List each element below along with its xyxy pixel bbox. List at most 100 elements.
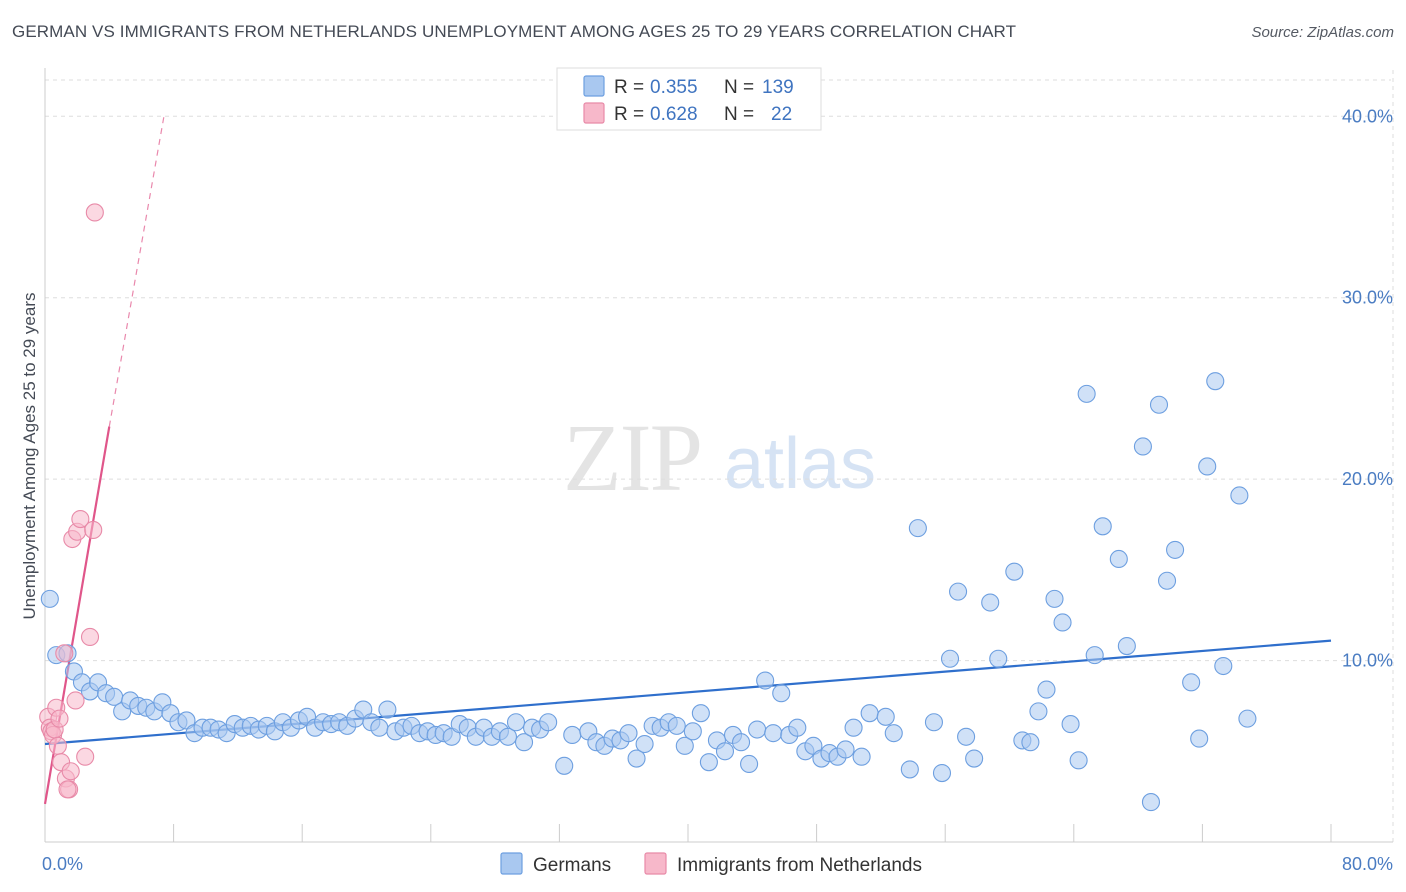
point-germans: [1133, 437, 1152, 456]
point-germans: [1190, 729, 1209, 748]
point-germans: [1021, 733, 1040, 752]
point-germans: [1198, 457, 1217, 476]
point-germans: [715, 742, 735, 761]
point-germans: [1109, 549, 1128, 569]
point-germans: [844, 718, 863, 737]
point-germans: [756, 671, 775, 690]
y-tick-label: 30.0%: [1342, 288, 1393, 308]
point-germans: [1141, 793, 1161, 812]
bottom-legend-swatch-germans: [500, 852, 523, 875]
point-germans: [177, 711, 196, 730]
point-netherlands: [85, 203, 104, 222]
point-germans: [949, 582, 968, 601]
point-germans: [940, 649, 960, 668]
point-germans: [1238, 709, 1257, 728]
point-netherlands: [76, 747, 95, 766]
point-germans: [884, 724, 903, 743]
legend-swatch-germans: [583, 75, 605, 97]
point-germans: [1166, 540, 1185, 559]
point-germans: [1230, 486, 1249, 505]
point-netherlands: [80, 627, 100, 647]
point-germans: [1069, 751, 1088, 770]
tick-labels: 10.0% 20.0% 30.0% 40.0% 0.0% 80.0%: [42, 106, 1393, 874]
point-germans: [965, 749, 984, 768]
legend-n-label-germans: N =: [724, 77, 754, 98]
point-germans: [514, 733, 534, 752]
point-germans: [1061, 715, 1080, 734]
point-germans: [1077, 384, 1096, 403]
data-points: [39, 203, 1257, 812]
point-germans: [1157, 571, 1177, 590]
point-germans: [1053, 613, 1072, 632]
y-tick-label: 20.0%: [1342, 469, 1393, 489]
point-germans: [627, 749, 646, 768]
point-germans: [378, 700, 397, 719]
point-germans: [852, 747, 871, 766]
point-netherlands: [55, 644, 74, 663]
point-germans: [691, 704, 710, 723]
point-germans: [1085, 646, 1104, 665]
legend-r-value-germans: 0.355: [650, 77, 698, 98]
grid-lines: [45, 70, 1394, 842]
legend-n-value-germans: 139: [762, 77, 794, 98]
point-germans: [1029, 702, 1048, 721]
point-netherlands: [48, 736, 67, 755]
point-germans: [900, 760, 919, 779]
point-germans: [1037, 680, 1056, 699]
watermark-zip: ZIP: [563, 404, 701, 511]
point-netherlands: [50, 709, 69, 728]
bottom-legend-label-germans: Germans: [533, 855, 611, 876]
point-germans: [354, 700, 373, 719]
y-tick-label: 10.0%: [1342, 651, 1393, 671]
point-germans: [498, 727, 518, 746]
point-germans: [981, 593, 1000, 612]
y-tick-label: 40.0%: [1342, 106, 1393, 126]
series-legend: Germans Immigrants from Netherlands: [500, 852, 922, 876]
source-credit: Source: ZipAtlas.com: [1251, 24, 1394, 41]
point-germans: [619, 724, 638, 743]
legend-r-value-netherlands: 0.628: [650, 104, 698, 125]
point-germans: [1214, 656, 1233, 676]
point-germans: [1149, 395, 1169, 414]
x-tick-label-start: 0.0%: [42, 854, 83, 874]
point-germans: [836, 740, 855, 759]
point-netherlands: [84, 520, 103, 539]
point-germans: [772, 684, 791, 703]
point-germans: [1093, 517, 1112, 536]
legend-r-label-netherlands: R =: [614, 104, 644, 125]
point-germans: [1045, 589, 1064, 608]
point-germans: [1005, 562, 1024, 581]
legend-n-value-netherlands: 22: [771, 104, 792, 125]
point-netherlands: [61, 762, 80, 781]
legend-swatch-netherlands: [583, 102, 605, 124]
y-axis-label: Unemployment Among Ages 25 to 29 years: [20, 293, 39, 620]
bottom-legend-label-netherlands: Immigrants from Netherlands: [677, 855, 922, 876]
point-germans: [748, 720, 767, 739]
point-germans: [539, 713, 558, 732]
point-germans: [699, 753, 718, 772]
point-germans: [740, 754, 759, 774]
point-germans: [932, 764, 952, 783]
point-germans: [1182, 673, 1201, 692]
point-germans: [731, 733, 751, 752]
point-germans: [804, 736, 823, 755]
point-germans: [563, 725, 582, 745]
legend-n-label-netherlands: N =: [724, 104, 754, 125]
point-germans: [442, 727, 461, 746]
point-germans: [675, 736, 694, 755]
x-tick-label-end: 80.0%: [1342, 854, 1393, 874]
point-netherlands: [71, 510, 90, 529]
point-germans: [924, 713, 943, 732]
point-germans: [667, 716, 686, 735]
point-netherlands: [66, 691, 85, 710]
point-germans: [788, 718, 807, 737]
point-germans: [860, 704, 879, 723]
point-germans: [40, 589, 59, 608]
point-germans: [1117, 637, 1136, 656]
legend-r-label-germans: R =: [614, 77, 644, 98]
point-germans: [635, 734, 654, 754]
trend-line-netherlands-extension: [108, 116, 165, 427]
point-germans: [876, 707, 895, 726]
point-germans: [683, 722, 702, 741]
